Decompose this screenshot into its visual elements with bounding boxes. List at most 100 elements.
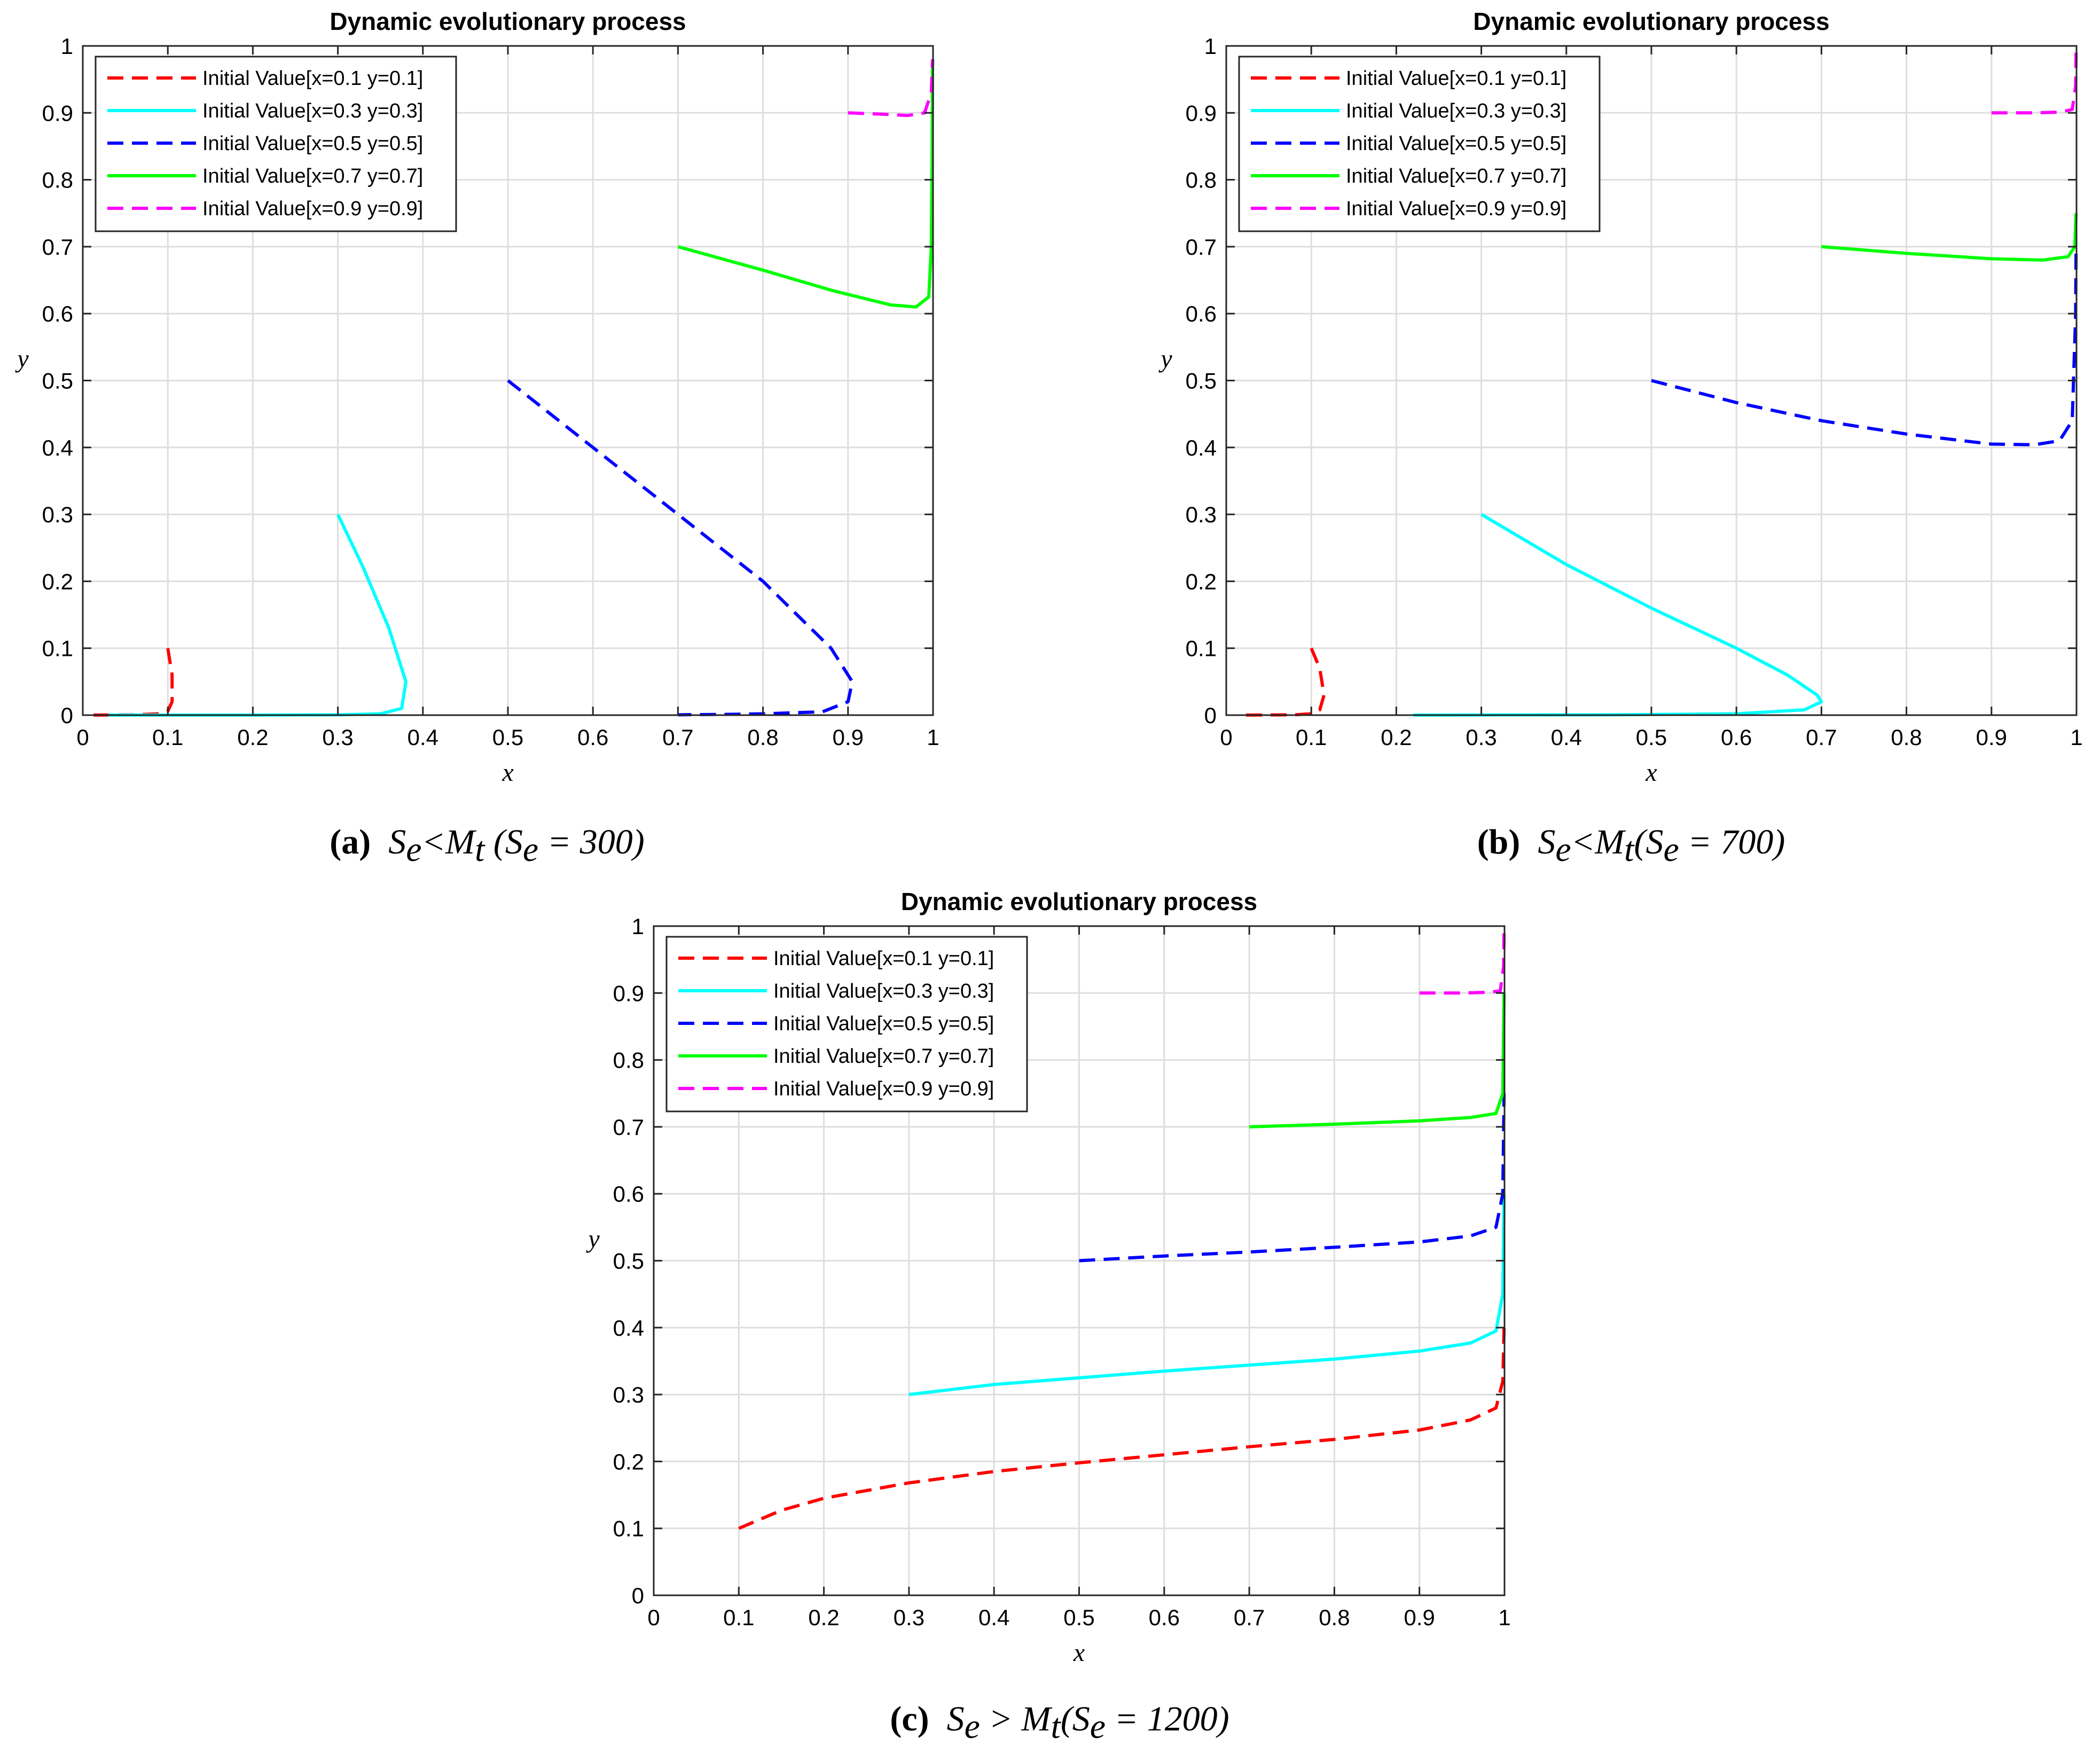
y-tick-label: 0.1 <box>1186 636 1217 661</box>
legend: Initial Value[x=0.1 y=0.1] Initial Value[… <box>95 56 457 232</box>
caption-gap <box>1520 822 1538 861</box>
x-tick-label: 0.6 <box>1149 1605 1180 1630</box>
x-tick-label: 0.1 <box>152 725 183 750</box>
y-tick-label: 0.8 <box>42 168 73 193</box>
y-tick-label: 0.1 <box>613 1516 644 1541</box>
y-tick-label: 0.7 <box>613 1115 644 1140</box>
x-tick-label: 0.3 <box>894 1605 924 1630</box>
y-tick-label: 0.2 <box>613 1449 644 1474</box>
x-axis-label: x <box>1645 758 1657 787</box>
y-tick-label: 0.8 <box>1186 168 1217 193</box>
legend-entry-5: Initial Value[x=0.9 y=0.9] <box>1346 198 1566 220</box>
legend-entry-2: Initial Value[x=0.3 y=0.3] <box>202 100 423 122</box>
caption-part: = 700) <box>1679 822 1785 861</box>
x-tick-label: 0.3 <box>322 725 353 750</box>
y-tick-label: 0.5 <box>42 369 73 394</box>
x-tick-label: 0.4 <box>1551 725 1582 750</box>
y-axis-label: y <box>14 344 29 373</box>
legend-box <box>1238 56 1601 232</box>
x-tick-label: 0.9 <box>1976 725 2007 750</box>
caption-subscript: e <box>523 830 538 869</box>
y-tick-label: 0.9 <box>613 981 644 1006</box>
x-axis-label: x <box>502 758 513 787</box>
x-tick-label: 0.2 <box>808 1605 839 1630</box>
caption-part: S <box>947 1699 965 1738</box>
x-tick-label: 0.5 <box>1636 725 1667 750</box>
caption-subscript: e <box>1555 830 1571 869</box>
x-tick-label: 1 <box>2070 725 2082 750</box>
caption-part: <M <box>1571 822 1627 861</box>
y-tick-label: 0.3 <box>1186 502 1217 527</box>
caption-label: (a) <box>330 822 371 861</box>
caption-part: (S <box>1061 1699 1090 1738</box>
caption-subscript: e <box>406 830 421 869</box>
legend: Initial Value[x=0.1 y=0.1] Initial Value[… <box>1238 56 1601 232</box>
series-line-5 <box>848 59 935 117</box>
legend-entry-3: Initial Value[x=0.5 y=0.5] <box>1346 132 1566 155</box>
legend-entry-5: Initial Value[x=0.9 y=0.9] <box>202 198 423 220</box>
x-tick-label: 0.8 <box>747 725 778 750</box>
legend-entry-3: Initial Value[x=0.5 y=0.5] <box>202 132 423 155</box>
x-tick-label: 0.6 <box>577 725 608 750</box>
series-line-3 <box>1079 1093 1506 1263</box>
caption-part: (S <box>484 822 522 861</box>
y-tick-label: 0.2 <box>1186 569 1217 594</box>
x-tick-label: 0.4 <box>408 725 438 750</box>
caption-subscript: t <box>1051 1707 1061 1746</box>
y-tick-label: 0 <box>632 1583 644 1608</box>
series-line-4 <box>1249 993 1506 1129</box>
x-tick-label: 0.2 <box>1381 725 1412 750</box>
caption-gap <box>371 822 388 861</box>
y-tick-label: 0.9 <box>1186 100 1217 126</box>
y-tick-label: 0.5 <box>613 1249 644 1274</box>
y-tick-label: 0.8 <box>613 1048 644 1073</box>
chart-caption: (b) Se<Mt(Se = 700) <box>1477 822 1785 869</box>
x-tick-label: 0.2 <box>237 725 268 750</box>
caption-part: (S <box>1634 822 1664 861</box>
caption-subscript: e <box>965 1707 980 1746</box>
caption-part: <M <box>422 822 477 861</box>
caption-subscript: t <box>1624 830 1635 869</box>
x-tick-label: 1 <box>927 725 939 750</box>
chart-caption: (c) Se > Mt(Se = 1200) <box>890 1699 1229 1746</box>
legend-entry-1: Initial Value[x=0.1 y=0.1] <box>1346 67 1566 90</box>
y-tick-label: 0.2 <box>42 569 73 594</box>
legend-entry-5: Initial Value[x=0.9 y=0.9] <box>773 1078 994 1100</box>
y-axis-label: y <box>1158 344 1172 373</box>
legend-entry-2: Initial Value[x=0.3 y=0.3] <box>773 980 994 1002</box>
chart-panel-b: 0 0.1 0.2 0.3 0.4 0.5 0.6 0.7 0.8 0.9 1 0 0.1 0.2 0.3 0… <box>1158 7 2082 869</box>
legend-entry-4: Initial Value[x=0.7 y=0.7] <box>1346 165 1566 187</box>
y-tick-label: 0.6 <box>1186 301 1217 326</box>
y-tick-label: 0 <box>1204 703 1217 728</box>
legend-entry-2: Initial Value[x=0.3 y=0.3] <box>1346 100 1566 122</box>
chart-panel-c: 0 0.1 0.2 0.3 0.4 0.5 0.6 0.7 0.8 0.9 1 0 0.1 0.2 0.3 0… <box>585 888 1510 1746</box>
x-tick-label: 0.9 <box>833 725 864 750</box>
legend: Initial Value[x=0.1 y=0.1] Initial Value[… <box>665 936 1028 1112</box>
x-tick-label: 0 <box>647 1605 660 1630</box>
caption-part: S <box>388 822 406 861</box>
y-tick-label: 1 <box>1204 34 1217 59</box>
x-tick-label: 0.3 <box>1466 725 1496 750</box>
x-tick-label: 0.7 <box>1806 725 1837 750</box>
caption-label: (b) <box>1477 822 1521 861</box>
series-line-1 <box>738 1327 1506 1530</box>
x-tick-label: 0.4 <box>978 1605 1009 1630</box>
x-tick-label: 0.1 <box>723 1605 754 1630</box>
y-tick-label: 1 <box>632 914 644 939</box>
chart-panel-a: 0 0.1 0.2 0.3 0.4 0.5 0.6 0.7 0.8 0.9 1 0 0.1 0.2 0.3 0… <box>14 7 939 869</box>
caption-part: = 300) <box>538 822 645 861</box>
x-tick-label: 0.6 <box>1721 725 1752 750</box>
legend-entry-1: Initial Value[x=0.1 y=0.1] <box>773 947 994 970</box>
series-line-3 <box>507 379 854 717</box>
caption-part: S <box>1538 822 1555 861</box>
legend-entry-1: Initial Value[x=0.1 y=0.1] <box>202 67 423 90</box>
y-tick-label: 0.3 <box>613 1382 644 1407</box>
chart-caption: (a) Se<Mt (Se = 300) <box>330 822 644 869</box>
y-tick-label: 0.3 <box>42 502 73 527</box>
caption-gap <box>929 1699 947 1738</box>
x-axis-label: x <box>1073 1639 1085 1667</box>
y-tick-label: 0.4 <box>42 435 73 460</box>
series-line-1 <box>91 648 174 717</box>
y-tick-label: 0.7 <box>1186 234 1217 260</box>
x-tick-label: 1 <box>1498 1605 1510 1630</box>
